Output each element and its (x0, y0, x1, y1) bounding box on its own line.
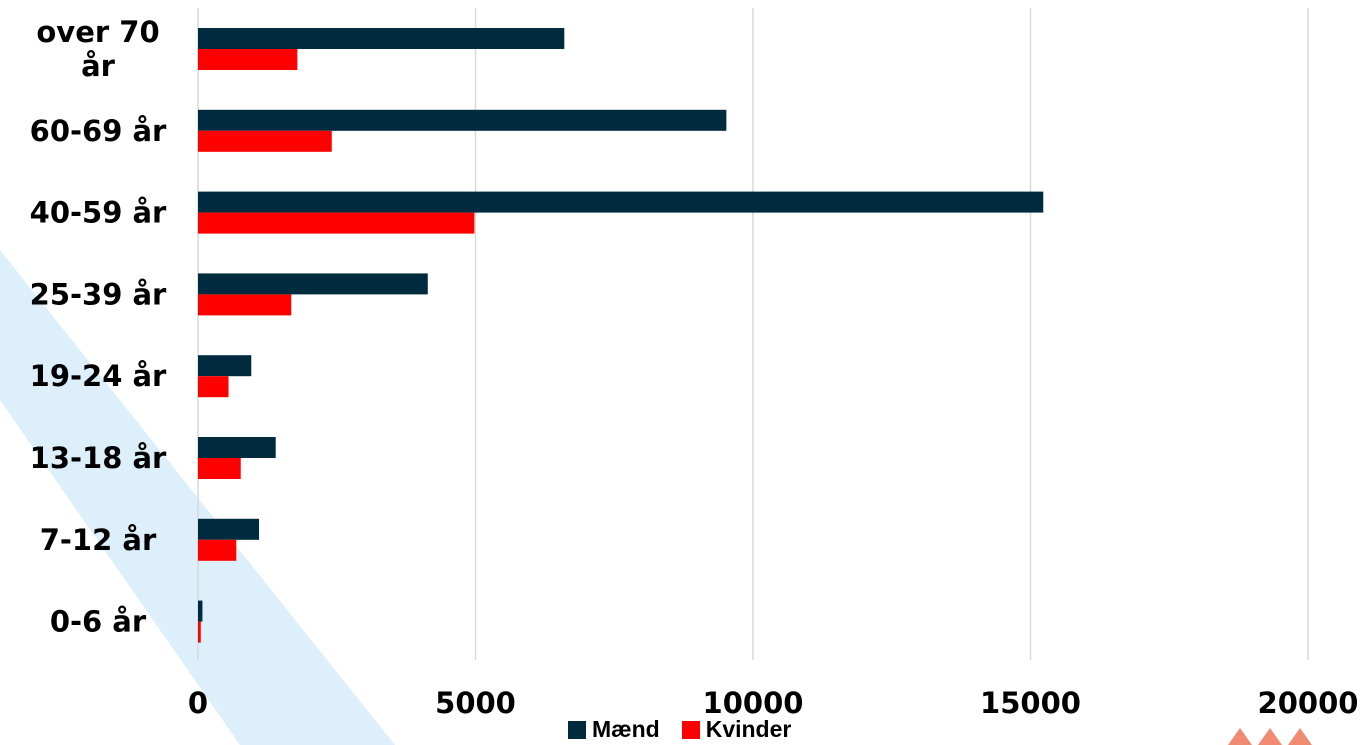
x-tick-label: 20000 (1258, 686, 1359, 720)
bar-maend (198, 518, 260, 540)
x-tick-labels: 0 5000 10000 15000 20000 (188, 686, 1359, 720)
legend-label-maend: Mænd (592, 716, 660, 742)
category-label: 7-12 år (40, 523, 157, 557)
category-label: 40-59 år (30, 196, 167, 230)
bar-maend (198, 109, 727, 131)
background-logo-mark (1228, 728, 1312, 745)
gridlines (197, 8, 1309, 660)
bar-kvinder (198, 539, 237, 561)
bar-maend (198, 437, 276, 458)
category-label: 19-24 år (30, 359, 167, 393)
category-label: 25-39 år (30, 277, 167, 311)
legend-item-maend: Mænd (568, 716, 660, 743)
category-label: 60-69 år (30, 114, 167, 148)
bar-kvinder (198, 458, 241, 479)
category-label: over 70 (36, 15, 159, 49)
legend: Mænd Kvinder (568, 716, 805, 743)
bar-kvinder (198, 49, 298, 70)
bar-kvinder (198, 376, 229, 398)
x-tick-label: 15000 (980, 686, 1081, 720)
category-label: år (81, 49, 116, 83)
bar-maend (198, 273, 428, 295)
bar-kvinder (198, 130, 332, 152)
category-label: 0-6 år (50, 605, 147, 639)
bar-maend (198, 355, 252, 377)
bars (198, 28, 1044, 643)
bar-kvinder (198, 294, 292, 316)
bar-kvinder (198, 212, 475, 234)
category-label: 13-18 år (30, 441, 167, 475)
x-tick-label: 10000 (703, 686, 804, 720)
bar-kvinder (198, 621, 201, 643)
legend-item-kvinder: Kvinder (681, 716, 792, 743)
bar-maend (198, 600, 203, 622)
bar-maend (198, 191, 1044, 213)
bar-maend (198, 28, 565, 49)
legend-label-kvinder: Kvinder (705, 716, 792, 742)
legend-swatch-maend (568, 720, 586, 739)
x-tick-label: 0 (188, 686, 208, 720)
legend-swatch-kvinder (681, 720, 700, 739)
x-tick-label: 5000 (435, 686, 516, 720)
